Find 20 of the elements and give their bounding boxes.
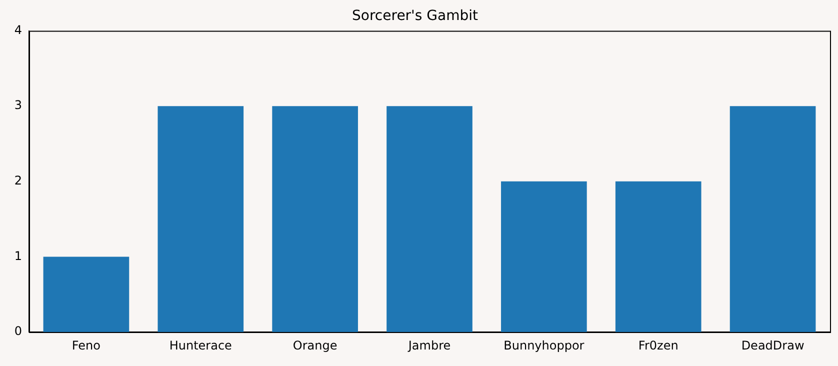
bar: [158, 106, 244, 332]
bar: [386, 106, 472, 332]
bar: [272, 106, 358, 332]
bar: [730, 106, 816, 332]
y-tick-label: 0: [14, 324, 22, 338]
bar: [615, 181, 702, 332]
x-tick-label: Fr0zen: [638, 338, 678, 352]
y-tick-label: 4: [14, 22, 22, 37]
x-tick-label: Feno: [72, 338, 101, 352]
x-tick-label: Orange: [292, 338, 338, 352]
bar: [43, 256, 130, 332]
y-tick-label: 1: [14, 248, 22, 263]
x-tick-label: DeadDraw: [741, 338, 804, 352]
x-tick-label: Jambre: [407, 338, 451, 352]
chart-title: Sorcerer's Gambit: [352, 8, 478, 24]
y-tick-label: 3: [14, 98, 22, 112]
bar: [501, 181, 587, 332]
x-tick-label: Hunterace: [169, 338, 232, 352]
y-tick-label: 2: [14, 174, 22, 188]
x-tick-label: Bunnyhoppor: [504, 338, 584, 352]
